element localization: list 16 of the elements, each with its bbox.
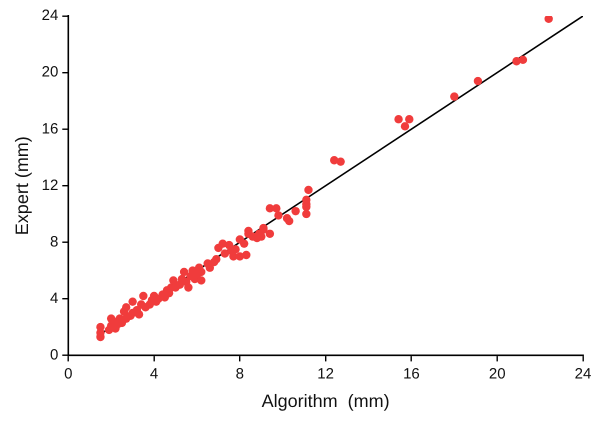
x-tick-label: 0 — [64, 366, 72, 383]
y-tick-label: 20 — [42, 64, 58, 81]
y-axis-title: Expert (mm) — [12, 136, 32, 236]
y-tick-label: 16 — [42, 120, 58, 138]
y-tick-label: 12 — [42, 176, 58, 194]
y-tick-label: 24 — [42, 7, 58, 24]
y-tick-label: 8 — [50, 233, 58, 250]
x-tick-label: 4 — [150, 366, 158, 383]
x-tick-label: 8 — [236, 366, 244, 383]
x-tick-label: 12 — [317, 366, 334, 383]
y-tick-label: 4 — [50, 290, 58, 307]
x-tick-label: 20 — [488, 366, 506, 383]
x-tick-label: 16 — [403, 366, 420, 383]
x-tick-label: 24 — [574, 366, 592, 383]
x-axis-title: Algorithm (mm) — [262, 391, 390, 412]
y-tick-label: 0 — [50, 346, 58, 364]
